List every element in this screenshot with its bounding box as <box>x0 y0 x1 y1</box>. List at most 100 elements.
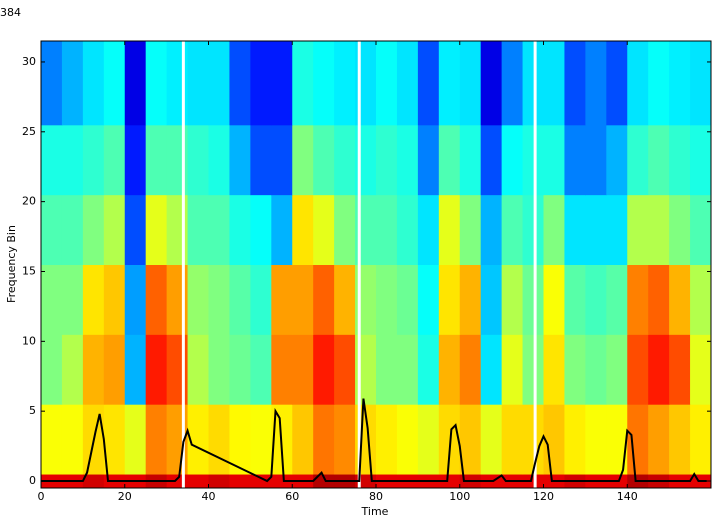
heat-cell <box>145 334 168 405</box>
heat-cell <box>41 404 63 475</box>
heat-cell <box>313 334 335 405</box>
heat-cell <box>543 264 565 335</box>
heat-cell <box>82 194 105 265</box>
heat-cell <box>334 194 356 265</box>
heat-cell <box>250 41 272 126</box>
heat-cell <box>438 41 461 126</box>
heat-cell <box>438 334 461 405</box>
y-tick-label: 15 <box>22 264 36 277</box>
heat-cell <box>229 474 251 489</box>
heat-cell <box>124 334 147 405</box>
heat-cell <box>271 334 293 405</box>
heat-cell <box>103 124 126 196</box>
heat-cell <box>543 334 565 405</box>
heat-cell <box>292 264 314 335</box>
heat-cell <box>627 124 649 196</box>
heat-cell <box>522 474 544 489</box>
heat-cell <box>208 41 230 126</box>
heat-cell <box>606 124 628 196</box>
heat-cell <box>627 404 649 475</box>
y-tick-label: 20 <box>22 195 36 208</box>
heat-cell <box>187 264 209 335</box>
heat-cell <box>313 474 335 489</box>
heat-cell <box>41 334 63 405</box>
heat-cell <box>292 124 314 196</box>
heat-cell <box>124 41 147 126</box>
heat-cell <box>313 194 335 265</box>
heat-cell <box>564 334 586 405</box>
heat-cell <box>480 194 503 265</box>
heat-cell <box>627 264 649 335</box>
heat-cell <box>690 404 712 475</box>
heat-cell <box>669 334 691 405</box>
heat-cell <box>501 194 524 265</box>
heat-cell <box>145 124 168 196</box>
heat-cell <box>396 41 419 126</box>
heat-cell <box>61 334 84 405</box>
heat-cell <box>229 194 251 265</box>
heat-cell <box>585 124 607 196</box>
heat-cell <box>690 264 712 335</box>
y-tick-label: 5 <box>29 404 36 417</box>
heat-cell <box>543 194 565 265</box>
heat-cell <box>396 124 419 196</box>
heat-cell <box>124 194 147 265</box>
heat-cell <box>690 124 712 196</box>
heat-cell <box>208 474 230 489</box>
heat-cell <box>82 334 105 405</box>
heat-cell <box>41 264 63 335</box>
heat-cell <box>627 41 649 126</box>
heat-cell <box>585 404 607 475</box>
heat-cell <box>187 404 209 475</box>
heat-cell <box>292 334 314 405</box>
heat-cell <box>145 264 168 335</box>
heat-cell <box>187 124 209 196</box>
heat-cell <box>103 404 126 475</box>
heat-cell <box>417 334 440 405</box>
heat-cell <box>564 404 586 475</box>
heat-cell <box>41 194 63 265</box>
heat-cell <box>229 124 251 196</box>
heat-cell <box>103 41 126 126</box>
heat-cell <box>459 404 482 475</box>
chart-title: 384 <box>0 6 21 19</box>
heat-cell <box>585 41 607 126</box>
heat-cell <box>61 264 84 335</box>
heat-cell <box>417 404 440 475</box>
heat-cell <box>438 264 461 335</box>
heat-cell <box>438 124 461 196</box>
heat-cell <box>669 124 691 196</box>
heat-cell <box>208 124 230 196</box>
heat-cell <box>250 404 272 475</box>
heat-cell <box>376 404 398 475</box>
x-tick-label: 100 <box>449 490 470 503</box>
heat-cell <box>564 194 586 265</box>
heat-cell <box>648 124 670 196</box>
heat-cell <box>145 194 168 265</box>
heat-cell <box>522 194 544 265</box>
heat-cell <box>417 194 440 265</box>
heat-cell <box>669 41 691 126</box>
heat-cell <box>522 264 544 335</box>
heat-cell <box>208 194 230 265</box>
heat-cell <box>564 41 586 126</box>
heat-cell <box>438 404 461 475</box>
heat-cell <box>501 264 524 335</box>
heat-cell <box>250 474 272 489</box>
y-tick-label: 25 <box>22 125 36 138</box>
heat-cell <box>187 474 209 489</box>
heat-cell <box>459 194 482 265</box>
heat-cell <box>82 124 105 196</box>
heat-cell <box>271 194 293 265</box>
heat-cell <box>208 264 230 335</box>
heat-cell <box>124 124 147 196</box>
heat-cell <box>292 404 314 475</box>
heat-cell <box>61 124 84 196</box>
heat-cell <box>669 404 691 475</box>
heat-cell <box>61 404 84 475</box>
x-tick-label: 0 <box>38 490 45 503</box>
heat-cell <box>103 264 126 335</box>
heat-cell <box>690 41 712 126</box>
heat-cell <box>501 334 524 405</box>
